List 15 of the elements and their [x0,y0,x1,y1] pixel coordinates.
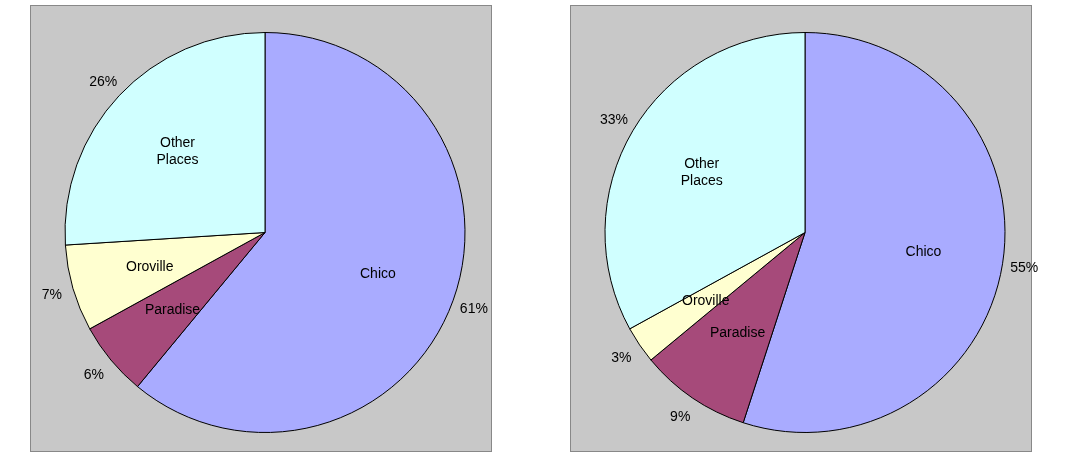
data-label: 33% [599,111,628,128]
data-label: 61% [459,299,488,316]
data-label: 7% [41,286,62,303]
slice-label: Paradise [709,323,766,340]
slice-label: Chico [905,243,942,260]
data-label: 9% [670,408,691,425]
slice-label: Paradise [144,300,201,317]
data-label: 6% [83,366,105,383]
slice-label: Oroville [126,257,174,274]
slice-label: Other Places [680,155,723,189]
slice-label: Chico [360,265,397,282]
data-label: 55% [1010,259,1039,276]
data-label: 3% [611,349,632,366]
data-label: 26% [89,72,118,89]
slice-label: Other Places [156,134,199,168]
